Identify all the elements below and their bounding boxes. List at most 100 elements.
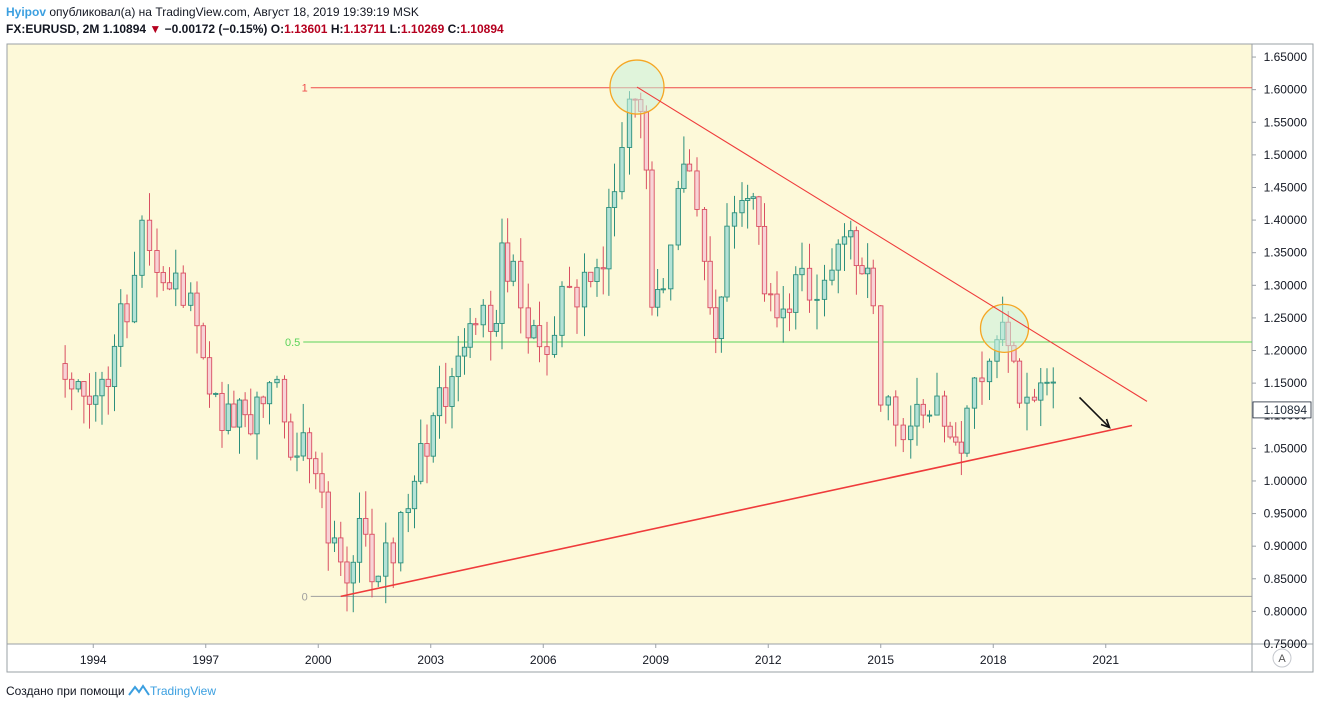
candle xyxy=(1038,367,1044,427)
candle xyxy=(1016,358,1023,409)
candle-body xyxy=(768,293,774,296)
candle xyxy=(1024,372,1030,431)
candle-body xyxy=(313,458,319,475)
candle-body xyxy=(619,147,625,193)
candle-body xyxy=(544,346,550,355)
candle xyxy=(681,136,687,193)
price-axis[interactable] xyxy=(1252,44,1313,644)
auto-scale-label: A xyxy=(1278,653,1286,665)
price-tick-label: 1.00000 xyxy=(1264,474,1308,488)
candle xyxy=(964,405,970,457)
resistance-trendline xyxy=(636,86,1148,402)
published-prefix: опубликовал(а) на xyxy=(49,5,152,19)
price-tick-label: 1.60000 xyxy=(1264,83,1308,97)
open-value: 1.13601 xyxy=(284,22,328,36)
candle xyxy=(551,316,558,358)
candle-body xyxy=(488,304,494,332)
candle xyxy=(356,492,363,583)
time-tick-label: 2009 xyxy=(642,653,669,667)
tradingview-link[interactable]: TradingView xyxy=(149,684,217,698)
candle xyxy=(313,451,319,490)
candle xyxy=(1050,367,1056,409)
candle-body xyxy=(606,207,612,270)
candle xyxy=(724,203,730,302)
candle xyxy=(69,372,75,411)
candle xyxy=(154,228,160,298)
candle xyxy=(383,522,389,604)
candle xyxy=(455,335,461,402)
candle xyxy=(731,195,738,249)
low-label: L: xyxy=(389,22,401,36)
candle xyxy=(473,317,479,335)
candle-body xyxy=(551,334,558,355)
candle xyxy=(668,244,674,301)
candle-body xyxy=(248,414,254,435)
candle-body xyxy=(356,517,363,563)
candle-body xyxy=(154,250,160,273)
candle xyxy=(449,367,455,429)
candle-body xyxy=(118,303,124,347)
candle xyxy=(559,281,565,348)
candle xyxy=(436,365,443,439)
down-arrow-icon xyxy=(1078,396,1111,429)
candle-body xyxy=(338,537,344,563)
price-tick-label: 0.85000 xyxy=(1264,572,1308,586)
candle-body xyxy=(146,219,153,251)
auto-scale-button[interactable]: A xyxy=(1272,648,1292,668)
down-triangle-icon: ▼ xyxy=(149,22,162,36)
candle-body xyxy=(99,378,105,397)
candle-body xyxy=(649,169,655,308)
candle-body xyxy=(744,198,751,201)
candle-body xyxy=(194,292,200,327)
candle xyxy=(467,307,473,358)
time-tick-label: 2021 xyxy=(1092,653,1119,667)
time-tick-label: 2015 xyxy=(867,653,894,667)
time-axis[interactable] xyxy=(7,644,1313,672)
candle-body xyxy=(124,303,130,323)
high-value: 1.13711 xyxy=(343,22,387,36)
candle xyxy=(958,421,965,476)
candle xyxy=(499,218,505,350)
candle xyxy=(93,371,99,422)
time-tick-label: 2012 xyxy=(755,653,782,667)
price-tick-label: 1.30000 xyxy=(1264,278,1308,292)
candle xyxy=(701,206,708,281)
candle xyxy=(1031,388,1038,403)
candle xyxy=(194,281,200,354)
candle-body xyxy=(504,242,511,282)
candle-body xyxy=(139,219,145,276)
candle xyxy=(350,555,356,613)
candle-body xyxy=(660,288,666,291)
candle xyxy=(756,195,762,245)
time-tick-label: 2000 xyxy=(305,653,332,667)
candle xyxy=(848,220,854,260)
last-price-tag xyxy=(1252,401,1312,419)
candle-body xyxy=(611,191,618,208)
candle xyxy=(799,242,805,292)
candle-body xyxy=(81,381,87,397)
candle-body xyxy=(319,473,325,493)
candle xyxy=(338,521,344,576)
candle xyxy=(780,285,786,343)
candle-body xyxy=(934,395,940,416)
footer: Создано при помощи TradingView xyxy=(6,682,216,700)
candle xyxy=(606,188,612,296)
candle-body xyxy=(920,403,926,416)
author-link[interactable]: Hyipov xyxy=(6,5,47,19)
price-change: −0.00172 (−0.15%) xyxy=(164,22,268,36)
candle-body xyxy=(266,382,273,405)
price-tick-label: 1.40000 xyxy=(1264,213,1308,227)
candle xyxy=(574,279,580,334)
price-tick-label: 0.90000 xyxy=(1264,539,1308,553)
candle-body xyxy=(566,285,573,288)
candle-body xyxy=(111,345,118,388)
candle xyxy=(306,427,313,484)
candle-body xyxy=(306,432,313,460)
candle-body xyxy=(900,424,906,441)
candle-body xyxy=(964,407,970,454)
candle-body xyxy=(594,267,600,282)
candle xyxy=(525,283,531,354)
candle xyxy=(294,432,300,472)
candle-body xyxy=(424,443,430,457)
